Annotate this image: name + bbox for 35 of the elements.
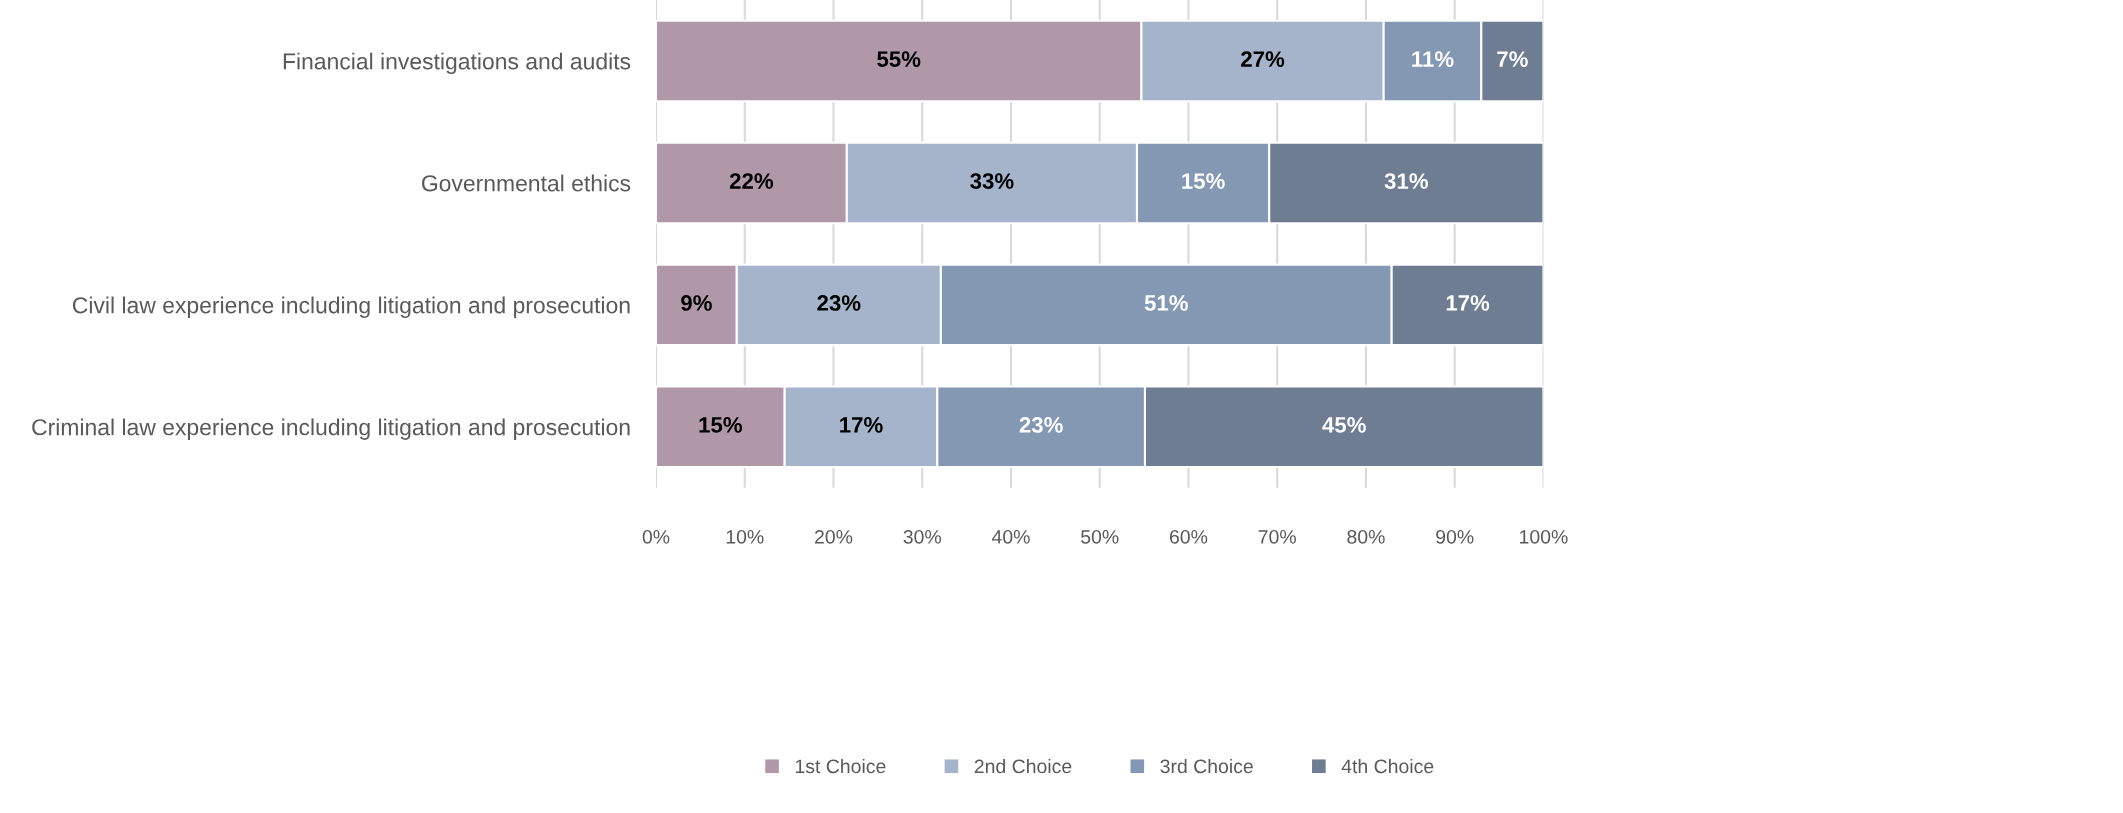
- data-label: 55%: [877, 51, 921, 67]
- legend-label: 1st Choice: [795, 758, 886, 774]
- x-tick-label: 40%: [991, 529, 1030, 544]
- data-label: 7%: [1497, 51, 1528, 67]
- data-label: 45%: [1322, 417, 1366, 433]
- y-tick-label: Civil law experience including litigation and prosecution: [72, 296, 630, 318]
- data-label: 33%: [970, 173, 1014, 189]
- data-label: 23%: [1019, 417, 1063, 433]
- y-tick-label: Governmental ethics: [422, 174, 631, 192]
- x-tick-label: 70%: [1258, 529, 1296, 544]
- x-tick-label: 50%: [1081, 529, 1119, 544]
- data-label: 15%: [1182, 173, 1225, 189]
- y-tick-label: Criminal law experience including litigation and prosecution: [32, 418, 630, 440]
- data-label: 17%: [1446, 295, 1490, 311]
- legend-label: 3rd Choice: [1160, 758, 1253, 774]
- data-label: 51%: [1144, 295, 1188, 311]
- legend-label: 4th Choice: [1341, 758, 1434, 774]
- x-tick-label: 30%: [903, 529, 941, 544]
- data-label: 15%: [699, 417, 742, 433]
- data-label: 27%: [1241, 51, 1285, 67]
- data-label: 31%: [1384, 173, 1428, 189]
- data-label: 22%: [729, 173, 774, 189]
- x-tick-label: 100%: [1520, 529, 1568, 544]
- x-tick-label: 60%: [1169, 529, 1208, 544]
- data-label: 11%: [1412, 51, 1454, 67]
- data-label: 17%: [840, 417, 883, 433]
- data-label: 9%: [681, 295, 712, 311]
- x-tick-label: 20%: [815, 529, 853, 544]
- y-tick-label: Financial investigations and audits: [283, 52, 631, 75]
- x-tick-label: 80%: [1347, 529, 1385, 544]
- legend-label: 2nd Choice: [974, 758, 1072, 774]
- x-tick-label: 90%: [1436, 529, 1474, 544]
- x-tick-label: 0%: [642, 529, 670, 544]
- x-tick-label: 10%: [726, 529, 764, 544]
- data-label: 23%: [817, 295, 861, 311]
